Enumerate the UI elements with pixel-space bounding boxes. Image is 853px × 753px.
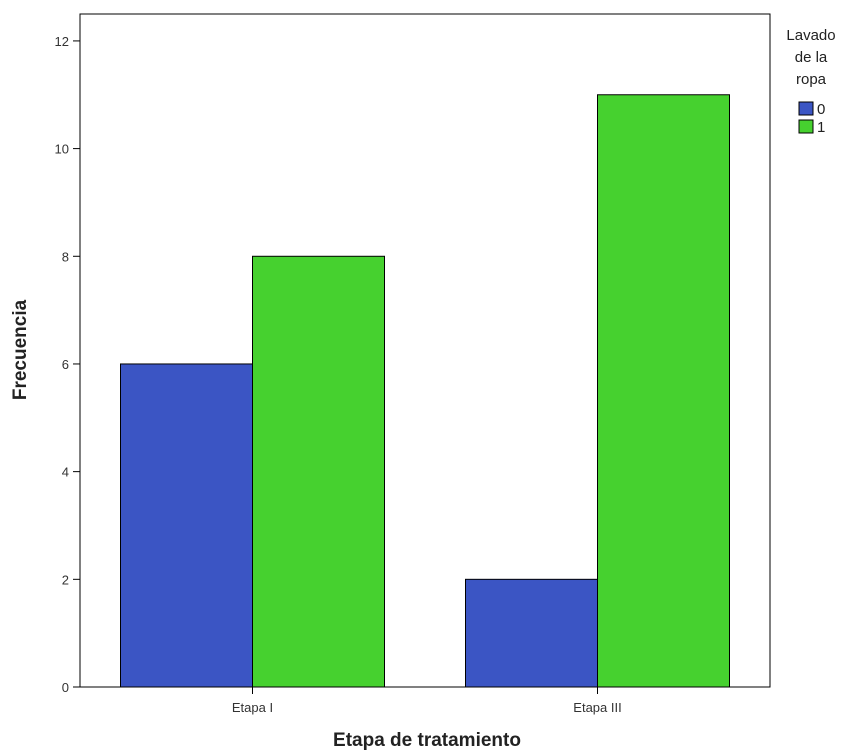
legend-label-0: 0 (817, 101, 825, 118)
bar-etapa-i-series-0 (120, 363, 253, 688)
legend-title-line-2: de la (795, 49, 828, 66)
y-axis-title: Frecuencia (10, 299, 31, 400)
legend-swatch-1 (798, 119, 814, 134)
y-axis: 0 2 4 6 8 10 12 (55, 34, 80, 695)
bar-etapa-i-series-1 (252, 255, 385, 688)
legend-swatch-0 (798, 101, 814, 116)
y-tick-label-2: 2 (62, 572, 69, 587)
bars-group (120, 94, 730, 688)
y-tick-label-10: 10 (55, 142, 69, 157)
x-tick-label-1: Etapa III (573, 700, 621, 715)
x-axis-title: Etapa de tratamiento (333, 730, 521, 751)
y-tick-label-0: 0 (62, 680, 69, 695)
legend-label-1: 1 (817, 119, 825, 136)
y-tick-label-6: 6 (62, 357, 69, 372)
legend-title-line-1: Lavado (786, 27, 835, 44)
y-tick-label-8: 8 (62, 249, 69, 264)
x-tick-label-0: Etapa I (232, 700, 273, 715)
legend-title-line-3: ropa (796, 71, 827, 88)
legend: Lavado de la ropa 01 (786, 27, 835, 136)
y-tick-label-4: 4 (62, 465, 69, 480)
y-tick-label-12: 12 (55, 34, 69, 49)
bar-etapa-iii-series-1 (597, 94, 730, 688)
x-axis: Etapa I Etapa III (232, 687, 622, 715)
bar-etapa-iii-series-0 (465, 578, 598, 688)
